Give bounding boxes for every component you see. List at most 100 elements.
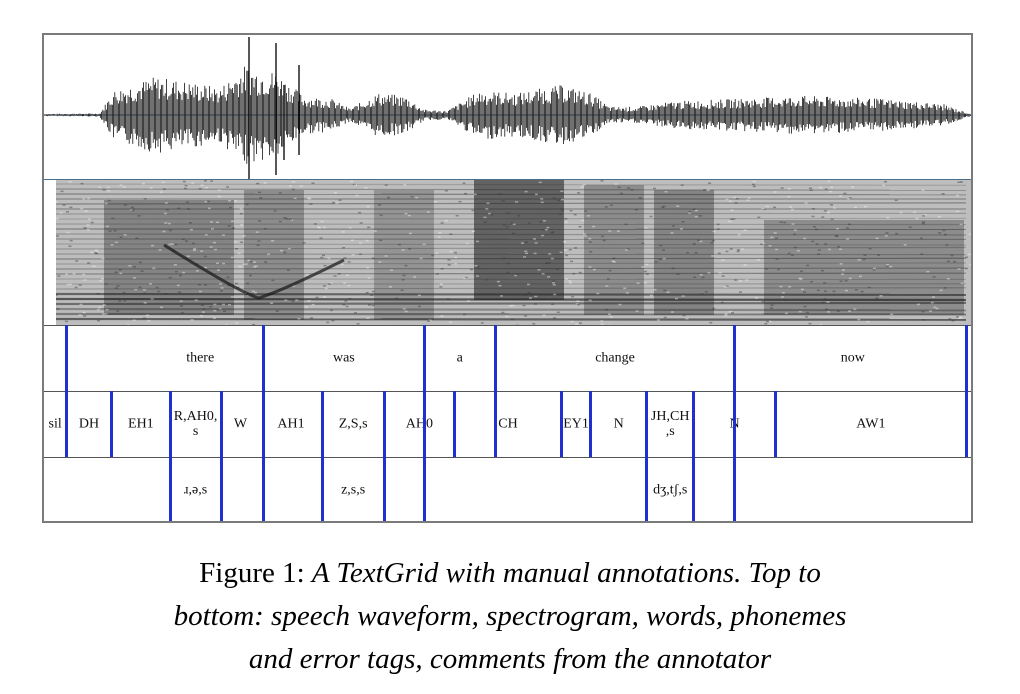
spectrogram-speckle (542, 220, 546, 222)
spectrogram-speckle (636, 282, 640, 284)
figure-caption: Figure 1: A TextGrid with manual annotat… (0, 552, 1020, 681)
spectrogram-speckle (305, 273, 309, 276)
spectrogram-speckle (111, 217, 115, 220)
spectrogram-speckle (204, 284, 207, 286)
spectrogram-speckle (577, 192, 581, 194)
spectrogram-speckle (101, 278, 104, 280)
spectrogram-speckle (716, 228, 720, 230)
spectrogram-speckle (280, 249, 283, 252)
spectrogram-speckle (524, 315, 528, 317)
spectrogram-speckle (343, 282, 347, 284)
spectrogram-speckle (118, 300, 122, 302)
spectrogram-speckle (200, 315, 203, 317)
spectrogram-speckle (239, 213, 243, 215)
spectrogram-speckle (101, 257, 105, 260)
spectrogram-speckle (333, 275, 337, 277)
spectrogram-speckle (95, 252, 99, 255)
spectrogram-speckle (359, 222, 363, 224)
spectrogram-speckle (686, 252, 689, 254)
spectrogram-speckle (191, 182, 195, 184)
spectrogram-speckle (446, 298, 450, 300)
spectrogram-speckle (538, 181, 542, 184)
spectrogram-speckle (839, 280, 843, 282)
spectrogram-speckle (94, 252, 98, 254)
phoneme-boundary (453, 391, 457, 457)
spectrogram-speckle (119, 184, 123, 186)
spectrogram-speckle (190, 319, 194, 321)
spectrogram-speckle (932, 296, 935, 298)
spectrogram-speckle (770, 236, 774, 239)
spectrogram-speckle (729, 248, 733, 250)
spectrogram-speckle (368, 304, 371, 306)
spectrogram-speckle (263, 228, 267, 230)
spectrogram-speckle (716, 223, 720, 226)
spectrogram-speckle (95, 251, 99, 253)
spectrogram-speckle (784, 299, 787, 301)
spectrogram-speckle (114, 241, 118, 244)
spectrogram-speckle (435, 252, 439, 254)
spectrogram-speckle (757, 216, 761, 219)
spectrogram-speckle (588, 237, 592, 240)
spectrogram-speckle (472, 230, 475, 232)
spectrogram-speckle (217, 189, 221, 191)
annotation-tiers: there was a change now sil DH EH1 R,AH0, s W AH1 Z… (44, 325, 971, 521)
spectrogram-speckle (935, 307, 939, 310)
spectrogram-energy (474, 180, 564, 300)
spectrogram-speckle (542, 314, 546, 316)
spectrogram-speckle (551, 231, 555, 233)
spectrogram-harmonic (53, 301, 967, 306)
spectrogram-speckle (700, 293, 704, 295)
spectrogram-speckle (213, 309, 217, 312)
spectrogram-speckle (170, 243, 174, 245)
spectrogram-speckle (195, 270, 199, 272)
spectrogram-speckle (802, 291, 806, 293)
spectrogram-speckle (793, 233, 796, 236)
spectrogram-speckle (379, 214, 383, 217)
spectrogram-speckle (161, 181, 165, 184)
spectrogram-speckle (803, 305, 807, 308)
phoneme-boundary (773, 391, 777, 457)
spectrogram-speckle (72, 273, 76, 275)
spectrogram-speckle (704, 291, 708, 293)
spectrogram-speckle (413, 276, 417, 278)
spectrogram-speckle (506, 262, 510, 265)
spectrogram-speckle (515, 274, 519, 276)
spectrogram-harmonic (53, 317, 967, 321)
spectrogram-speckle (641, 242, 645, 245)
spectrogram-speckle (465, 242, 469, 245)
spectrogram-speckle (541, 234, 545, 237)
spectrogram-speckle (428, 319, 432, 321)
spectrogram-speckle (801, 288, 804, 291)
spectrogram-speckle (78, 314, 82, 316)
spectrogram-speckle (517, 215, 520, 217)
spectrogram-speckle (219, 283, 222, 285)
phoneme-label: sil (48, 416, 62, 432)
spectrogram-speckle (534, 242, 538, 244)
spectrogram-speckle (184, 184, 188, 187)
spectrogram-speckle (572, 272, 576, 275)
spectrogram-speckle (560, 190, 564, 192)
spectrogram-speckle (770, 307, 773, 309)
spectrogram-speckle (546, 226, 550, 229)
spectrogram-speckle (547, 276, 551, 278)
spectrogram-speckle (322, 254, 325, 257)
spectrogram-speckle (422, 243, 426, 246)
spectrogram-speckle (620, 192, 623, 195)
spectrogram-speckle (805, 311, 809, 314)
spectrogram-speckle (969, 263, 971, 266)
spectrogram-speckle (254, 291, 257, 294)
spectrogram-speckle (578, 271, 582, 274)
spectrogram-speckle (731, 312, 734, 314)
spectrogram-speckle (247, 259, 251, 262)
spectrogram-speckle (149, 283, 152, 285)
comment-boundary (692, 457, 696, 521)
spectrogram-speckle (734, 202, 738, 204)
spectrogram-speckle (766, 320, 769, 323)
spectrogram-speckle (920, 253, 924, 255)
spectrogram-speckle (607, 313, 611, 315)
phoneme-boundary (219, 391, 223, 457)
spectrogram-speckle (231, 220, 234, 223)
spectrogram-speckle (275, 310, 279, 312)
spectrogram-speckle (69, 239, 73, 242)
spectrogram-speckle (643, 270, 647, 273)
